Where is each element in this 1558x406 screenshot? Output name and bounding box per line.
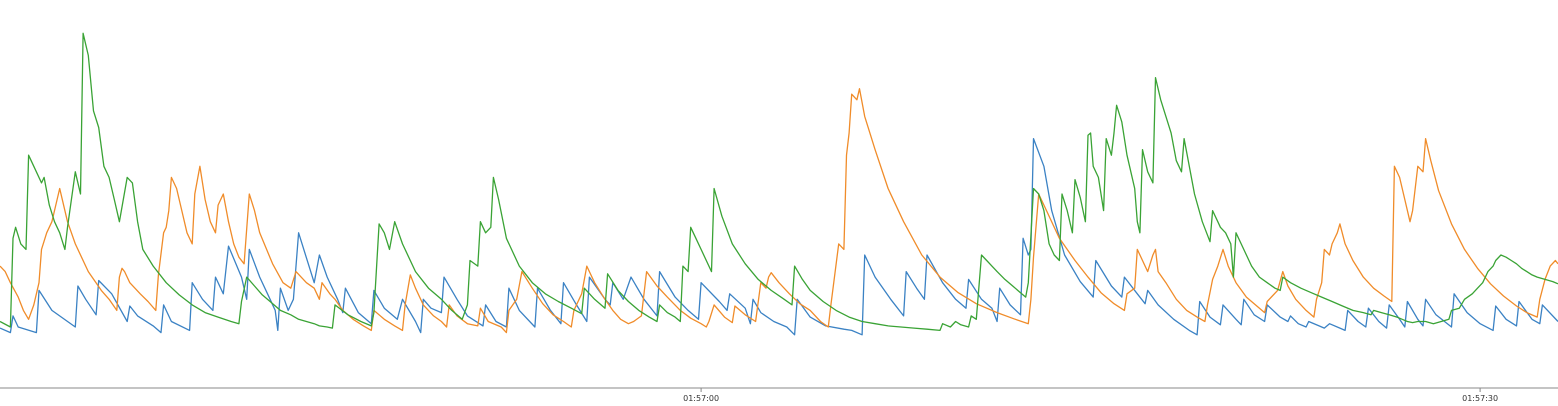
series-line-2	[0, 88, 1558, 334]
series-layer	[0, 32, 1558, 336]
series-line-3	[0, 32, 1558, 332]
x-tick-label: 01:57:30	[1462, 394, 1498, 403]
x-tick-label: 01:57:00	[683, 394, 719, 403]
series-line-1	[0, 137, 1558, 336]
x-axis-ticks: 01:57:00 01:57:30	[683, 388, 1498, 403]
